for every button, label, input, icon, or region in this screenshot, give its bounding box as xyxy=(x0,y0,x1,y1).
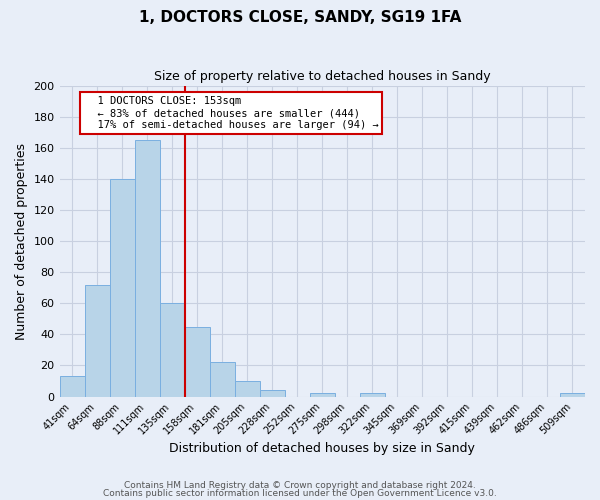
Bar xyxy=(59,376,85,396)
Bar xyxy=(209,362,235,396)
Bar xyxy=(560,394,585,396)
Bar xyxy=(360,394,385,396)
Bar xyxy=(235,381,260,396)
Bar xyxy=(185,326,209,396)
X-axis label: Distribution of detached houses by size in Sandy: Distribution of detached houses by size … xyxy=(169,442,475,455)
Text: Contains HM Land Registry data © Crown copyright and database right 2024.: Contains HM Land Registry data © Crown c… xyxy=(124,481,476,490)
Bar xyxy=(85,284,110,397)
Bar xyxy=(160,304,185,396)
Bar xyxy=(134,140,160,396)
Text: Contains public sector information licensed under the Open Government Licence v3: Contains public sector information licen… xyxy=(103,488,497,498)
Text: 1, DOCTORS CLOSE, SANDY, SG19 1FA: 1, DOCTORS CLOSE, SANDY, SG19 1FA xyxy=(139,10,461,25)
Y-axis label: Number of detached properties: Number of detached properties xyxy=(15,142,28,340)
Title: Size of property relative to detached houses in Sandy: Size of property relative to detached ho… xyxy=(154,70,491,83)
Bar xyxy=(110,179,134,396)
Bar xyxy=(260,390,285,396)
Text: 1 DOCTORS CLOSE: 153sqm
  ← 83% of detached houses are smaller (444)
  17% of se: 1 DOCTORS CLOSE: 153sqm ← 83% of detache… xyxy=(85,96,379,130)
Bar xyxy=(310,394,335,396)
